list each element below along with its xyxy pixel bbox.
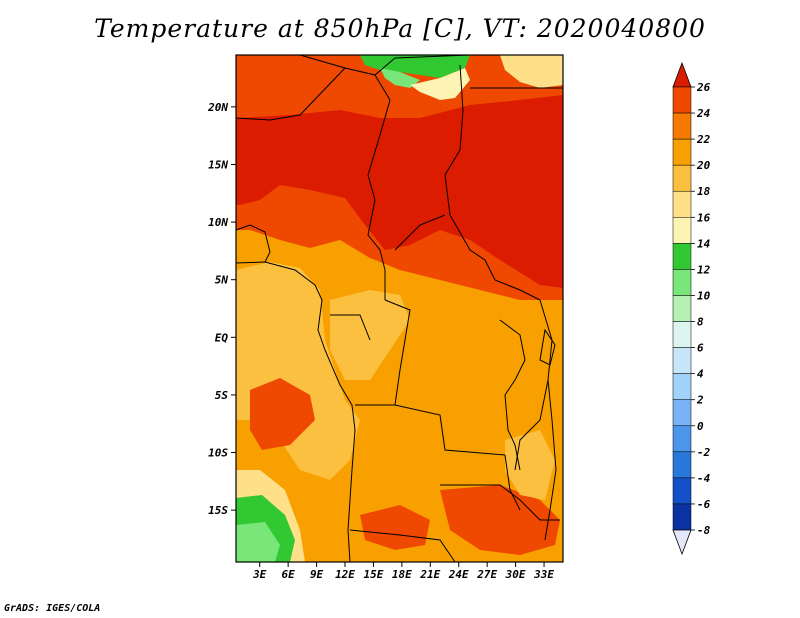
colorbar-label: 2 bbox=[696, 394, 704, 407]
colorbar-label: 22 bbox=[696, 133, 711, 146]
x-tick-label: 33E bbox=[533, 568, 554, 581]
field-sw-lightgreen bbox=[236, 522, 280, 562]
colorbar-label: 10 bbox=[697, 289, 711, 302]
x-tick-label: 9E bbox=[310, 568, 324, 581]
field-ne-yellow bbox=[500, 55, 563, 88]
country-borders bbox=[235, 54, 563, 563]
colorbar-box bbox=[672, 477, 692, 505]
field-north-lightgreen bbox=[380, 68, 420, 88]
colorbar-box bbox=[672, 112, 692, 140]
colorbar-label: 0 bbox=[697, 420, 704, 433]
colorbar-box bbox=[672, 503, 692, 531]
y-tick-label: 15N bbox=[208, 158, 228, 171]
colorbar-box bbox=[672, 347, 692, 374]
colorbar-box bbox=[672, 138, 692, 166]
x-tick-label: 6E bbox=[282, 568, 296, 581]
colorbar-box bbox=[672, 373, 692, 400]
colorbar-box bbox=[672, 86, 692, 114]
y-tick-label: 10N bbox=[208, 216, 228, 229]
x-tick-label: 24E bbox=[448, 568, 469, 581]
colorbar-label: 24 bbox=[696, 107, 711, 120]
field-sw-red bbox=[250, 378, 315, 450]
colorbar-box bbox=[672, 295, 692, 322]
y-tick-label: EQ bbox=[215, 331, 229, 344]
colorbar-label: 20 bbox=[696, 159, 711, 172]
field-east-light bbox=[505, 430, 555, 500]
y-tick-label: 15S bbox=[208, 504, 228, 517]
colorbar-label: -2 bbox=[697, 446, 711, 459]
colorbar-label: 16 bbox=[697, 211, 711, 224]
colorbar-box bbox=[672, 190, 692, 218]
colorbar-box bbox=[672, 243, 692, 270]
temperature-field bbox=[236, 55, 563, 562]
colorbar-label: 26 bbox=[696, 81, 711, 94]
grads-credit: GrADS: IGES/COLA bbox=[4, 603, 101, 614]
field-central-light bbox=[330, 290, 410, 380]
colorbar-box bbox=[672, 269, 692, 296]
x-tick-label: 21E bbox=[419, 568, 440, 581]
colorbar-box bbox=[672, 321, 692, 348]
x-tick-label: 27E bbox=[476, 568, 497, 581]
x-tick-label: 12E bbox=[335, 568, 355, 581]
colorbar-top-arrow bbox=[672, 61, 692, 88]
colorbar-label: 18 bbox=[697, 185, 711, 198]
colorbar-label: 12 bbox=[697, 263, 711, 276]
y-tick-label: 20N bbox=[207, 101, 228, 114]
field-south-red bbox=[440, 485, 560, 555]
colorbar-label: 6 bbox=[697, 342, 704, 355]
colorbar-label: -8 bbox=[697, 524, 711, 537]
y-tick-label: 5N bbox=[215, 274, 229, 287]
map-frame bbox=[235, 54, 564, 563]
colorbar-box bbox=[672, 399, 692, 427]
colorbar-label: -6 bbox=[697, 498, 711, 511]
y-tick-label: 10S bbox=[208, 447, 228, 460]
y-tick-label: 5S bbox=[215, 389, 229, 402]
colorbar-label: -4 bbox=[697, 472, 711, 485]
field-sahara-red bbox=[236, 95, 563, 288]
colorbar-label: 8 bbox=[697, 316, 704, 329]
colorbar-label: 4 bbox=[697, 368, 704, 381]
x-tick-label: 30E bbox=[505, 568, 526, 581]
field-south-central bbox=[360, 505, 430, 550]
field-north-green bbox=[360, 55, 470, 78]
colorbar-box bbox=[672, 451, 692, 479]
x-axis-ticks: 3E 6E 9E 12E 15E 18E 21E 24E 27E 30E 33E bbox=[252, 562, 554, 581]
map-title: Temperature at 850hPa [C], VT: 202004080… bbox=[94, 14, 706, 43]
y-axis-ticks: 20N 15N 10N 5N EQ 5S 10S 15S bbox=[207, 101, 236, 517]
colorbar-box bbox=[672, 425, 692, 453]
field-north-yellow bbox=[410, 68, 470, 100]
x-tick-label: 3E bbox=[252, 568, 267, 581]
x-tick-label: 18E bbox=[392, 568, 412, 581]
colorbar-box bbox=[672, 164, 692, 192]
colorbar-label: 14 bbox=[697, 237, 711, 250]
colorbar-bottom-arrow bbox=[672, 529, 692, 556]
x-tick-label: 15E bbox=[363, 568, 383, 581]
colorbar-box bbox=[672, 217, 692, 244]
